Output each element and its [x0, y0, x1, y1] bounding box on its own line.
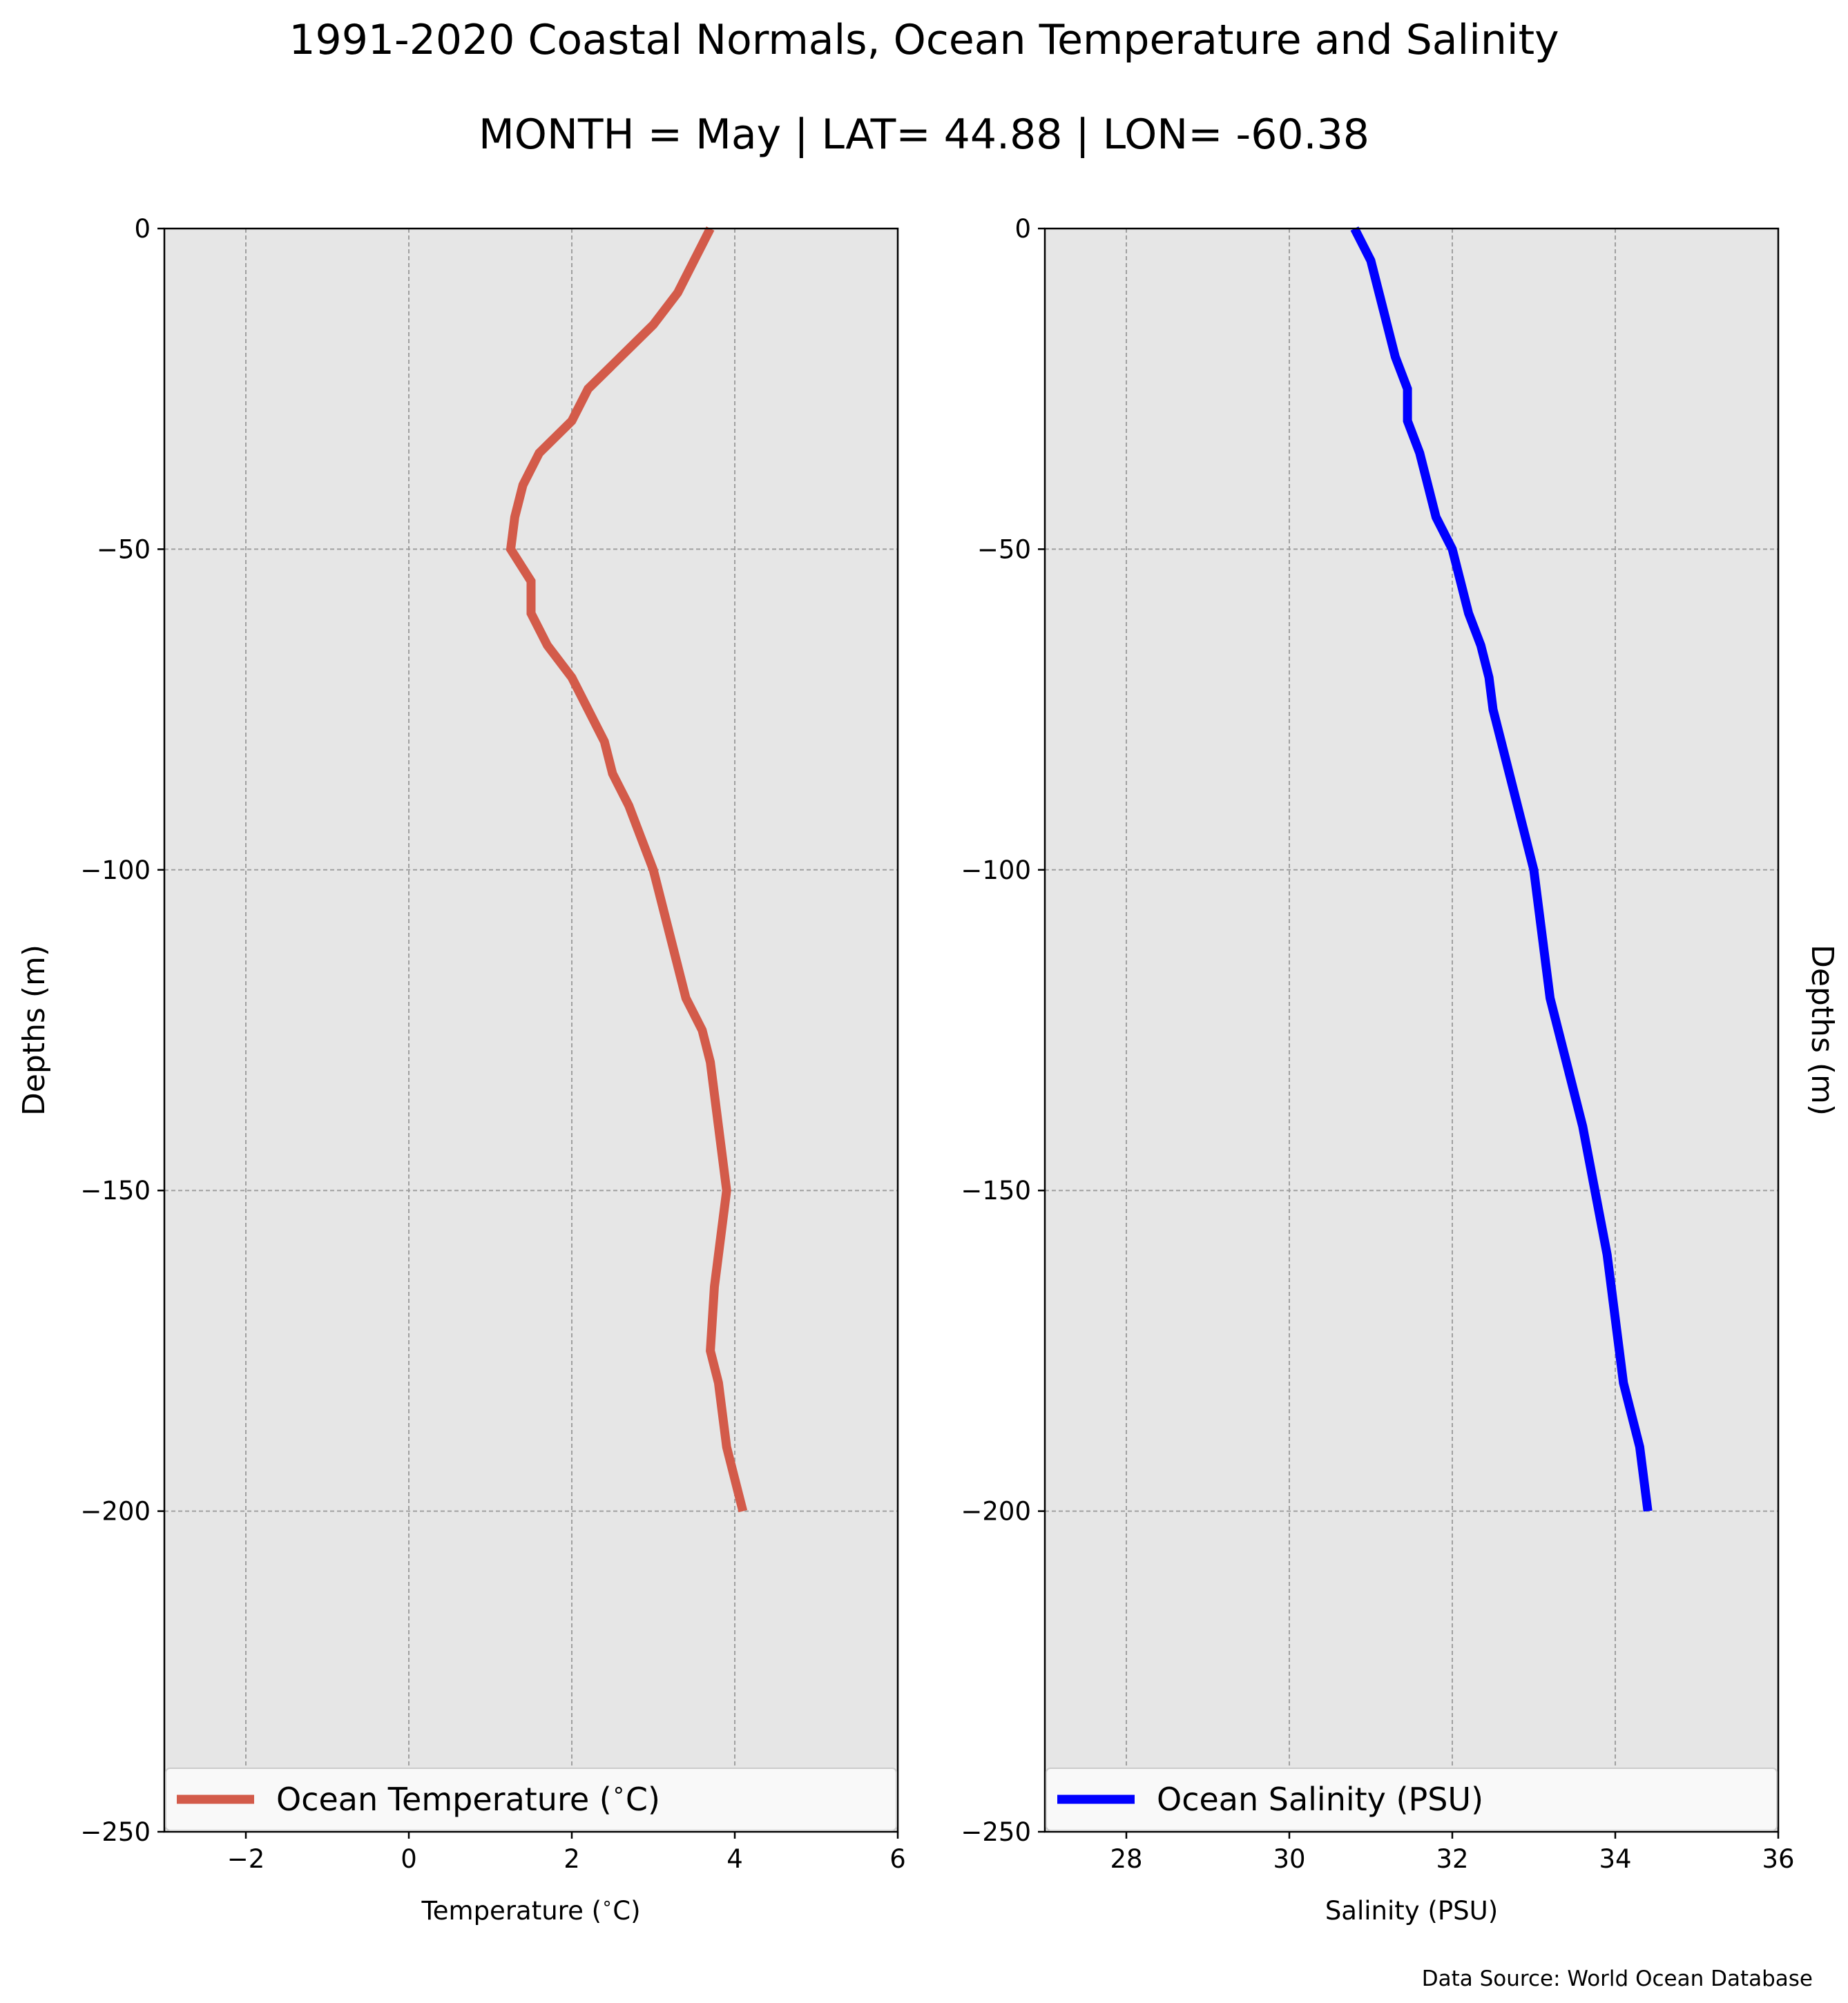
temperature-data-point [628, 805, 630, 806]
chart-subtitle: MONTH = May | LAT= 44.88 | LON= -60.38 [479, 110, 1369, 159]
temperature-series-line [506, 226, 748, 1513]
temperature-data-point [726, 1190, 727, 1191]
salinity-data-point [1468, 612, 1470, 614]
salinity-series-line [1350, 226, 1653, 1512]
temperature-data-point [693, 260, 695, 261]
temperature-x-tick-label: 4 [726, 1844, 743, 1874]
salinity-data-point [1419, 452, 1421, 454]
temperature-data-point [620, 356, 622, 358]
temperature-y-axis-label: Depths (m) [17, 945, 52, 1116]
chart-title: 1991-2020 Coastal Normals, Ocean Tempera… [289, 16, 1559, 64]
salinity-data-point [1488, 677, 1490, 678]
salinity-x-tick-label: 36 [1762, 1844, 1794, 1874]
temperature-legend-label: Ocean Temperature (∘C) [276, 1777, 660, 1818]
temperature-x-ticks: −2 0 2 4 6 [227, 1832, 906, 1874]
data-source-note: Data Source: World Ocean Database [1422, 1966, 1813, 1991]
salinity-legend-box [1046, 1768, 1778, 1831]
temperature-data-point [722, 1222, 723, 1223]
salinity-data-point [1517, 805, 1518, 806]
temperature-grid [164, 229, 898, 1832]
temperature-legend-box [165, 1768, 897, 1831]
salinity-data-point [1623, 1382, 1624, 1384]
temperature-x-tick-label: −2 [227, 1844, 265, 1874]
salinity-data-point [1492, 709, 1494, 710]
salinity-data-point [1407, 420, 1408, 422]
temperature-x-tick-label: 2 [564, 1844, 580, 1874]
temperature-data-point [677, 292, 678, 293]
salinity-legend: Ocean Salinity (PSU) [1046, 1768, 1778, 1831]
temperature-y-tick-label: −100 [80, 855, 151, 885]
temperature-data-point [653, 869, 654, 871]
salinity-data-point [1452, 548, 1453, 550]
salinity-data-point [1541, 933, 1543, 935]
temperature-axes-frame [163, 227, 899, 1833]
salinity-y-tick-label: −150 [961, 1176, 1031, 1206]
salinity-data-point [1639, 1446, 1640, 1448]
salinity-x-tick-label: 32 [1436, 1844, 1468, 1874]
salinity-plot-area [1045, 229, 1778, 1832]
temperature-y-ticks: 0 −50 −100 −150 −200 −250 [80, 214, 164, 1847]
salinity-panel: 28 30 32 34 36 0 −50 −100 −150 −200 −250 Ocean Sa… [961, 214, 1840, 1926]
temperature-data-point [726, 1446, 727, 1448]
salinity-y-axis-label: Depths (m) [1804, 945, 1840, 1116]
temperature-y-tick-label: −200 [80, 1497, 151, 1527]
temperature-x-tick-label: 6 [889, 1844, 906, 1874]
salinity-y-tick-label: −250 [961, 1817, 1031, 1847]
temperature-x-tick-label: 0 [401, 1844, 417, 1874]
temperature-plot-area [164, 229, 898, 1832]
salinity-data-point [1394, 356, 1396, 358]
temperature-data-point [530, 612, 532, 614]
salinity-x-tick-label: 34 [1599, 1844, 1631, 1874]
salinity-x-tick-label: 30 [1273, 1844, 1305, 1874]
salinity-x-ticks: 28 30 32 34 36 [1110, 1832, 1795, 1874]
temperature-data-point [710, 1061, 711, 1063]
salinity-grid [1045, 229, 1778, 1832]
temperature-data-point [514, 516, 515, 518]
salinity-y-ticks: 0 −50 −100 −150 −200 −250 [961, 214, 1045, 1847]
temperature-data-point [718, 1382, 719, 1384]
salinity-axes-frame [1043, 227, 1780, 1833]
salinity-y-tick-label: −100 [961, 855, 1031, 885]
temperature-data-point [718, 1125, 719, 1127]
salinity-x-tick-label: 28 [1110, 1844, 1142, 1874]
temperature-data-point [669, 933, 671, 935]
salinity-data-point [1509, 773, 1510, 774]
salinity-y-tick-label: −200 [961, 1497, 1031, 1527]
temperature-data-point [510, 548, 511, 550]
salinity-series-layer [1350, 226, 1653, 1512]
temperature-data-point [714, 1286, 715, 1287]
salinity-y-tick-label: −50 [977, 534, 1031, 564]
temperature-data-point [547, 645, 548, 646]
salinity-legend-label: Ocean Salinity (PSU) [1157, 1781, 1483, 1818]
temperature-y-tick-label: 0 [134, 214, 151, 244]
temperature-legend: Ocean Temperature (∘C) [165, 1768, 897, 1831]
salinity-data-point [1378, 292, 1380, 293]
salinity-data-point [1582, 1125, 1584, 1127]
salinity-data-point [1566, 1061, 1567, 1063]
temperature-y-tick-label: −150 [80, 1176, 151, 1206]
temperature-y-tick-label: −50 [97, 534, 151, 564]
temperature-y-tick-label: −250 [80, 1817, 151, 1847]
salinity-y-tick-label: 0 [1014, 214, 1031, 244]
salinity-x-axis-label: Salinity (PSU) [1325, 1896, 1498, 1926]
